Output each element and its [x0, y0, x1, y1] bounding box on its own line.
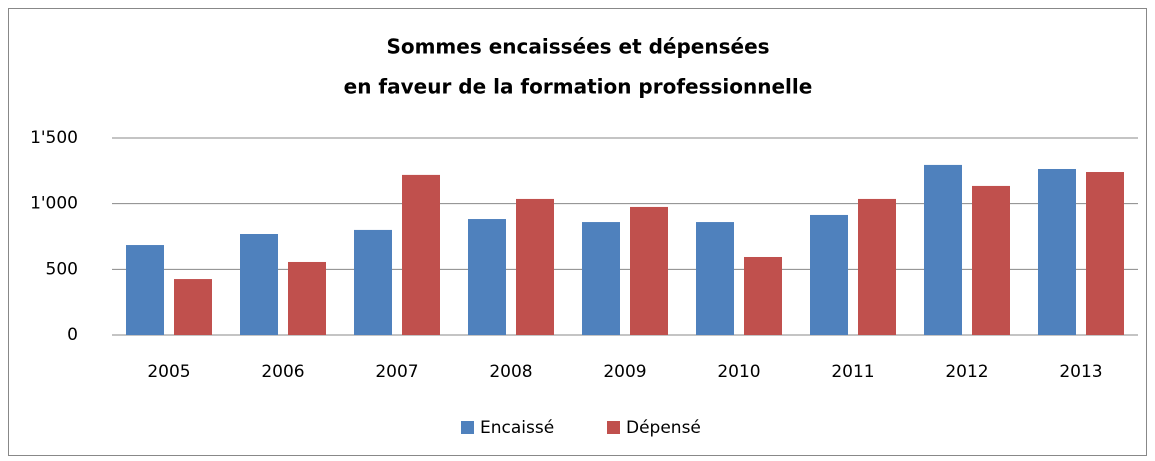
bar: [810, 214, 848, 335]
x-tick-label: 2006: [261, 362, 304, 382]
y-tick-label: 1'500: [30, 128, 78, 148]
bar: [126, 245, 164, 335]
bar: [696, 222, 734, 335]
chart-title: Sommes encaissées et dépensées: [386, 35, 769, 59]
bar: [288, 261, 326, 335]
x-tick-label: 2013: [1059, 362, 1102, 382]
bar: [1038, 168, 1076, 335]
y-tick-label: 0: [67, 325, 78, 345]
bar: [858, 198, 896, 335]
y-tick-label: 1'000: [30, 194, 78, 214]
bar: [744, 256, 782, 335]
bar: [402, 174, 440, 335]
x-tick-label: 2009: [603, 362, 646, 382]
bar: [240, 234, 278, 335]
x-tick-label: 2007: [375, 362, 418, 382]
legend-label: Encaissé: [480, 418, 554, 438]
x-tick-label: 2008: [489, 362, 532, 382]
bar: [516, 198, 554, 335]
x-tick-label: 2005: [147, 362, 190, 382]
x-tick-label: 2011: [831, 362, 874, 382]
bar: [468, 219, 506, 335]
x-tick-label: 2012: [945, 362, 988, 382]
bar: [174, 279, 212, 335]
bar: [1086, 172, 1124, 335]
bar: [924, 164, 962, 335]
bar: [630, 206, 668, 335]
bar: [582, 222, 620, 335]
bar: [972, 185, 1010, 335]
legend-label: Dépensé: [626, 418, 701, 438]
x-tick-label: 2010: [717, 362, 760, 382]
chart-title: en faveur de la formation professionnell…: [344, 75, 813, 99]
y-tick-label: 500: [46, 259, 78, 279]
legend-swatch: [607, 421, 620, 434]
bar: [354, 229, 392, 335]
legend-swatch: [461, 421, 474, 434]
